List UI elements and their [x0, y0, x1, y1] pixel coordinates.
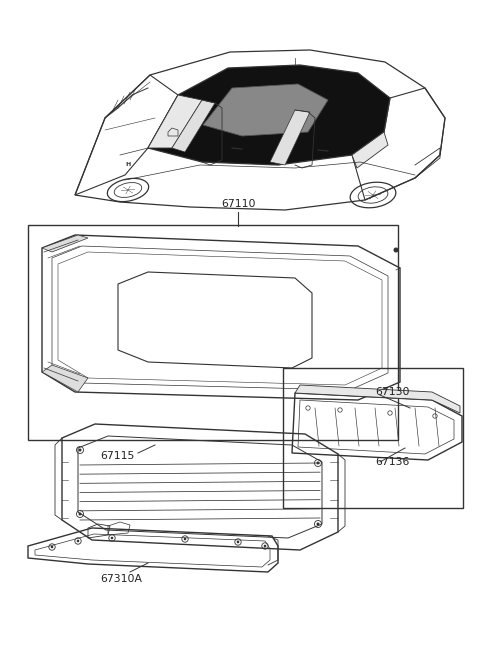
Circle shape [79, 512, 82, 515]
Bar [283, 368, 463, 508]
Text: H: H [125, 162, 131, 168]
Circle shape [51, 546, 53, 548]
Polygon shape [42, 235, 88, 252]
Polygon shape [203, 84, 328, 136]
Circle shape [237, 540, 240, 543]
Text: 67136: 67136 [375, 457, 409, 467]
Bar [28, 225, 398, 440]
Circle shape [264, 545, 266, 548]
Polygon shape [172, 100, 215, 152]
Text: 67110: 67110 [221, 199, 255, 209]
Polygon shape [295, 385, 460, 413]
Circle shape [77, 540, 79, 542]
Circle shape [316, 462, 320, 464]
Polygon shape [42, 365, 88, 392]
Polygon shape [148, 95, 202, 148]
Text: 67130: 67130 [375, 387, 409, 397]
Circle shape [111, 536, 113, 539]
Text: 67115: 67115 [100, 451, 134, 461]
Circle shape [316, 523, 320, 525]
Circle shape [184, 538, 186, 540]
Circle shape [394, 248, 398, 252]
Circle shape [79, 449, 82, 451]
Text: 67310A: 67310A [100, 574, 142, 584]
Polygon shape [352, 132, 388, 168]
Polygon shape [148, 65, 390, 165]
Polygon shape [270, 110, 310, 165]
